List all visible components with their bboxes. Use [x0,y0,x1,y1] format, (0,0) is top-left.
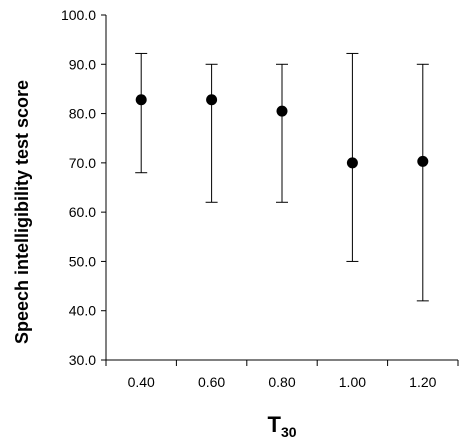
y-tick-label: 80.0 [69,106,96,122]
x-tick-label: 0.60 [198,374,225,390]
error-bars [135,52,429,302]
error-bar [416,63,429,302]
error-bar [276,63,288,203]
y-tick-label: 40.0 [69,303,96,319]
y-tick-label: 90.0 [69,56,96,72]
y-axis-title: Speech intelligibility test score [12,80,32,344]
y-axis-ticks: 30.0 40.0 50.0 60.0 70.0 80.0 90.0 100.0 [61,7,106,368]
x-axis-title-subscript: 30 [281,424,297,440]
x-tick-label: 1.20 [409,374,436,390]
y-tick-label: 70.0 [69,155,96,171]
y-tick-label: 50.0 [69,253,96,269]
y-tick-label: 60.0 [69,204,96,220]
x-axis-title: T30 [267,412,296,440]
error-bar [205,63,218,203]
x-axis-title-main: T [267,412,281,437]
data-point [206,94,218,106]
data-point [276,105,288,117]
x-tick-label: 0.40 [128,374,155,390]
y-tick-label: 100.0 [61,7,96,23]
data-point [417,155,429,167]
x-tick-label: 0.80 [268,374,295,390]
data-points [135,94,429,169]
x-axis-ticks: 0.40 0.60 0.80 1.00 1.20 [105,360,459,390]
error-bar [135,52,148,174]
data-point [135,94,147,106]
y-tick-label: 30.0 [69,352,96,368]
x-tick-label: 1.00 [339,374,366,390]
data-point [346,157,358,169]
